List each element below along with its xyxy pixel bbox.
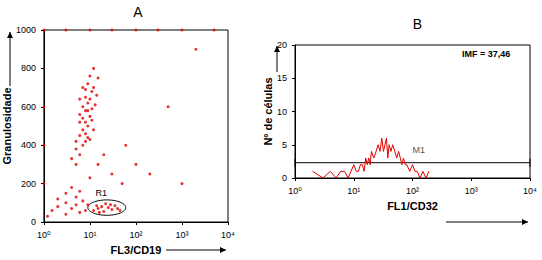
svg-text:1000: 1000	[16, 25, 36, 35]
svg-text:20: 20	[277, 40, 287, 50]
svg-text:10¹: 10¹	[347, 186, 360, 196]
svg-text:10³: 10³	[465, 186, 478, 196]
svg-text:10³: 10³	[175, 230, 188, 240]
svg-text:10⁰: 10⁰	[288, 186, 302, 196]
svg-text:R1: R1	[95, 188, 107, 198]
svg-text:10²: 10²	[406, 186, 419, 196]
svg-text:600: 600	[21, 102, 36, 112]
svg-text:200: 200	[21, 179, 36, 189]
svg-text:800: 800	[21, 63, 36, 73]
svg-text:0: 0	[31, 217, 36, 227]
svg-text:M1: M1	[413, 145, 426, 155]
svg-text:B: B	[413, 16, 422, 32]
svg-text:10⁴: 10⁴	[523, 186, 537, 196]
svg-text:5: 5	[282, 140, 287, 150]
svg-text:IMF = 37,46: IMF = 37,46	[462, 49, 510, 59]
svg-text:10⁴: 10⁴	[221, 230, 235, 240]
svg-text:10²: 10²	[129, 230, 142, 240]
svg-text:A: A	[133, 4, 143, 20]
svg-text:10¹: 10¹	[83, 230, 96, 240]
svg-text:Granulosidade: Granulosidade	[1, 87, 13, 164]
svg-text:FL3/CD19: FL3/CD19	[111, 244, 162, 256]
svg-text:FL1/CD32: FL1/CD32	[387, 200, 438, 212]
svg-text:10⁰: 10⁰	[37, 230, 51, 240]
svg-text:Nº de células: Nº de células	[262, 77, 274, 145]
svg-text:10: 10	[277, 107, 287, 117]
svg-text:0: 0	[282, 173, 287, 183]
svg-text:15: 15	[277, 73, 287, 83]
svg-text:400: 400	[21, 140, 36, 150]
